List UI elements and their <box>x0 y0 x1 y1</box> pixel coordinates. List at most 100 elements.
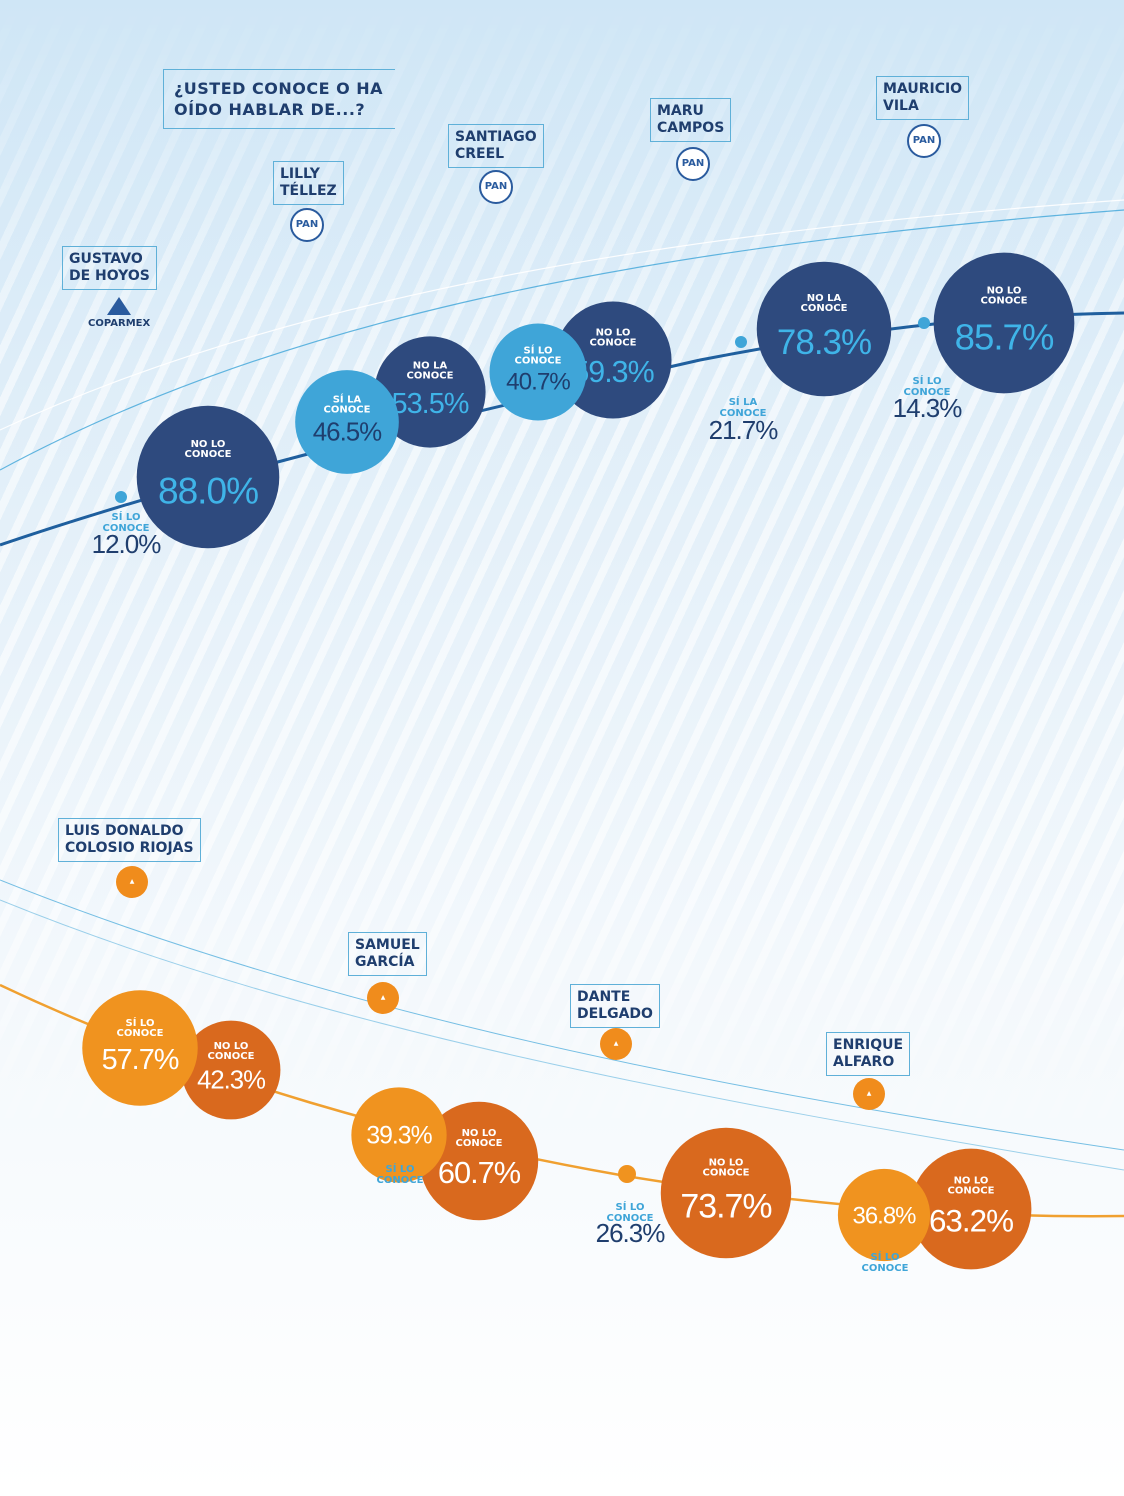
si-conoce-label: CONOCE <box>377 1175 424 1186</box>
no-conoce-value: 42.3% <box>197 1067 265 1095</box>
si-conoce-bubble <box>82 990 198 1106</box>
si-conoce-label: SÍ LO <box>913 374 942 387</box>
si-conoce-bubble <box>837 1168 931 1262</box>
si-conoce-label: SÍ LO <box>126 1016 155 1029</box>
si-conoce-label: SÍ LO <box>524 344 553 357</box>
si-conoce-value: 39.3% <box>366 1123 432 1150</box>
pan-logo: PAN <box>676 147 710 181</box>
si-conoce-value: 36.8% <box>853 1202 917 1229</box>
si-conoce-label: SÍ LA <box>333 392 362 405</box>
no-conoce-value: 78.3% <box>777 323 871 362</box>
si-conoce-dot <box>618 1165 636 1183</box>
si-conoce-label: CONOCE <box>515 356 562 367</box>
pan-logo: PAN <box>290 208 324 242</box>
si-conoce-bubble <box>351 1087 447 1183</box>
candidate-name: LUIS DONALDO COLOSIO RIOJAS <box>58 818 201 862</box>
no-conoce-bubble <box>756 261 892 397</box>
si-conoce-value: 40.7% <box>506 368 570 395</box>
candidate-name: DANTE DELGADO <box>570 984 660 1028</box>
no-conoce-bubble <box>554 301 672 419</box>
si-conoce-label: SÍ LO <box>871 1250 900 1263</box>
movimiento-ciudadano-logo: ▲ <box>116 866 148 898</box>
si-conoce-dot <box>918 317 930 329</box>
no-conoce-label: NO LA <box>807 293 842 304</box>
si-conoce-label: CONOCE <box>607 1213 654 1224</box>
bottom-guide-curve-2 <box>0 899 1124 1171</box>
si-conoce-value: 26.3% <box>596 1218 666 1248</box>
no-conoce-value: 63.2% <box>929 1204 1013 1239</box>
no-conoce-label: NO LO <box>709 1158 744 1169</box>
no-conoce-value: 60.7% <box>438 1155 521 1190</box>
no-conoce-value: 85.7% <box>955 316 1054 357</box>
si-conoce-value: 21.7% <box>709 415 779 445</box>
bottom-guide-curve <box>0 879 1124 1151</box>
si-conoce-dot <box>735 336 747 348</box>
pan-logo: PAN <box>907 124 941 158</box>
no-conoce-label: CONOCE <box>456 1138 503 1149</box>
no-conoce-label: NO LO <box>987 285 1022 296</box>
coparmex-logo: COPARMEX <box>88 297 150 329</box>
no-conoce-label: NO LO <box>596 327 631 338</box>
no-conoce-label: CONOCE <box>981 295 1028 306</box>
si-conoce-label: CONOCE <box>862 1263 909 1274</box>
si-conoce-label: CONOCE <box>103 523 150 534</box>
party-name: COPARMEX <box>88 318 151 329</box>
no-conoce-label: CONOCE <box>208 1051 255 1062</box>
no-conoce-label: NO LA <box>413 361 448 372</box>
no-conoce-label: CONOCE <box>948 1186 995 1197</box>
no-conoce-bubble <box>374 336 486 448</box>
coparmex-mark-icon <box>107 297 132 315</box>
candidate-name: MAURICIO VILA <box>876 76 970 120</box>
survey-question: ¿USTED CONOCE O HA OÍDO HABLAR DE...? <box>163 69 395 129</box>
no-conoce-label: NO LO <box>191 439 226 450</box>
no-conoce-label: NO LO <box>462 1128 497 1139</box>
si-conoce-bubble <box>295 370 399 474</box>
no-conoce-label: CONOCE <box>590 337 637 348</box>
movimiento-ciudadano-logo: ▲ <box>600 1028 632 1060</box>
no-conoce-label: CONOCE <box>703 1168 750 1179</box>
candidate-name: SAMUEL GARCÍA <box>348 932 427 976</box>
si-conoce-value: 14.3% <box>893 393 963 423</box>
no-conoce-bubble <box>910 1148 1032 1270</box>
si-conoce-value: 57.7% <box>102 1044 179 1076</box>
top-guide-curve-light <box>0 199 1124 431</box>
pan-logo: PAN <box>479 170 513 204</box>
no-conoce-label: CONOCE <box>407 371 454 382</box>
no-conoce-bubble <box>181 1020 281 1120</box>
si-conoce-dot <box>115 491 127 503</box>
movimiento-ciudadano-logo: ▲ <box>853 1078 885 1110</box>
si-conoce-label: CONOCE <box>117 1028 164 1039</box>
candidate-name: GUSTAVO DE HOYOS <box>62 246 157 290</box>
candidate-name: MARU CAMPOS <box>650 98 732 142</box>
si-conoce-label: CONOCE <box>720 408 767 419</box>
si-conoce-label: SÍ LO <box>386 1162 415 1175</box>
candidate-name: LILLY TÉLLEZ <box>273 161 344 205</box>
top-guide-curve <box>0 209 1124 471</box>
no-conoce-value: 73.7% <box>680 1187 771 1225</box>
si-conoce-label: SÍ LO <box>112 510 141 523</box>
movimiento-ciudadano-logo: ▲ <box>367 982 399 1014</box>
candidate-name: ENRIQUE ALFARO <box>826 1032 911 1076</box>
no-conoce-bubble <box>933 252 1075 394</box>
no-conoce-bubble <box>419 1101 539 1221</box>
no-conoce-value: 53.5% <box>392 388 469 420</box>
no-conoce-label: CONOCE <box>801 303 848 314</box>
no-conoce-bubble <box>136 405 280 549</box>
si-conoce-value: 46.5% <box>313 419 382 447</box>
si-conoce-label: SÍ LO <box>616 1200 645 1213</box>
no-conoce-value: 88.0% <box>158 470 258 512</box>
no-conoce-label: NO LO <box>214 1041 249 1052</box>
si-conoce-value: 12.0% <box>92 529 162 559</box>
si-conoce-label: CONOCE <box>904 387 951 398</box>
no-conoce-bubble <box>660 1127 792 1259</box>
